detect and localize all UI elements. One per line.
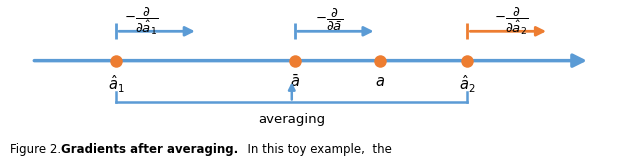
Text: Gradients after averaging.: Gradients after averaging. xyxy=(61,143,238,156)
Text: Figure 2.: Figure 2. xyxy=(10,143,68,156)
Text: $-\dfrac{\partial}{\partial \hat{a}_2}$: $-\dfrac{\partial}{\partial \hat{a}_2}$ xyxy=(494,6,529,37)
Text: $\hat{a}_2$: $\hat{a}_2$ xyxy=(459,74,476,95)
Text: averaging: averaging xyxy=(258,113,325,126)
Text: $\hat{a}_1$: $\hat{a}_1$ xyxy=(108,74,124,95)
Text: $a$: $a$ xyxy=(374,74,385,89)
Text: $-\dfrac{\partial}{\partial \bar{a}}$: $-\dfrac{\partial}{\partial \bar{a}}$ xyxy=(316,6,344,33)
Text: $\bar{a}$: $\bar{a}$ xyxy=(290,74,300,90)
Text: In this toy example,  the: In this toy example, the xyxy=(240,143,392,156)
Text: $-\dfrac{\partial}{\partial \hat{a}_1}$: $-\dfrac{\partial}{\partial \hat{a}_1}$ xyxy=(124,6,159,37)
